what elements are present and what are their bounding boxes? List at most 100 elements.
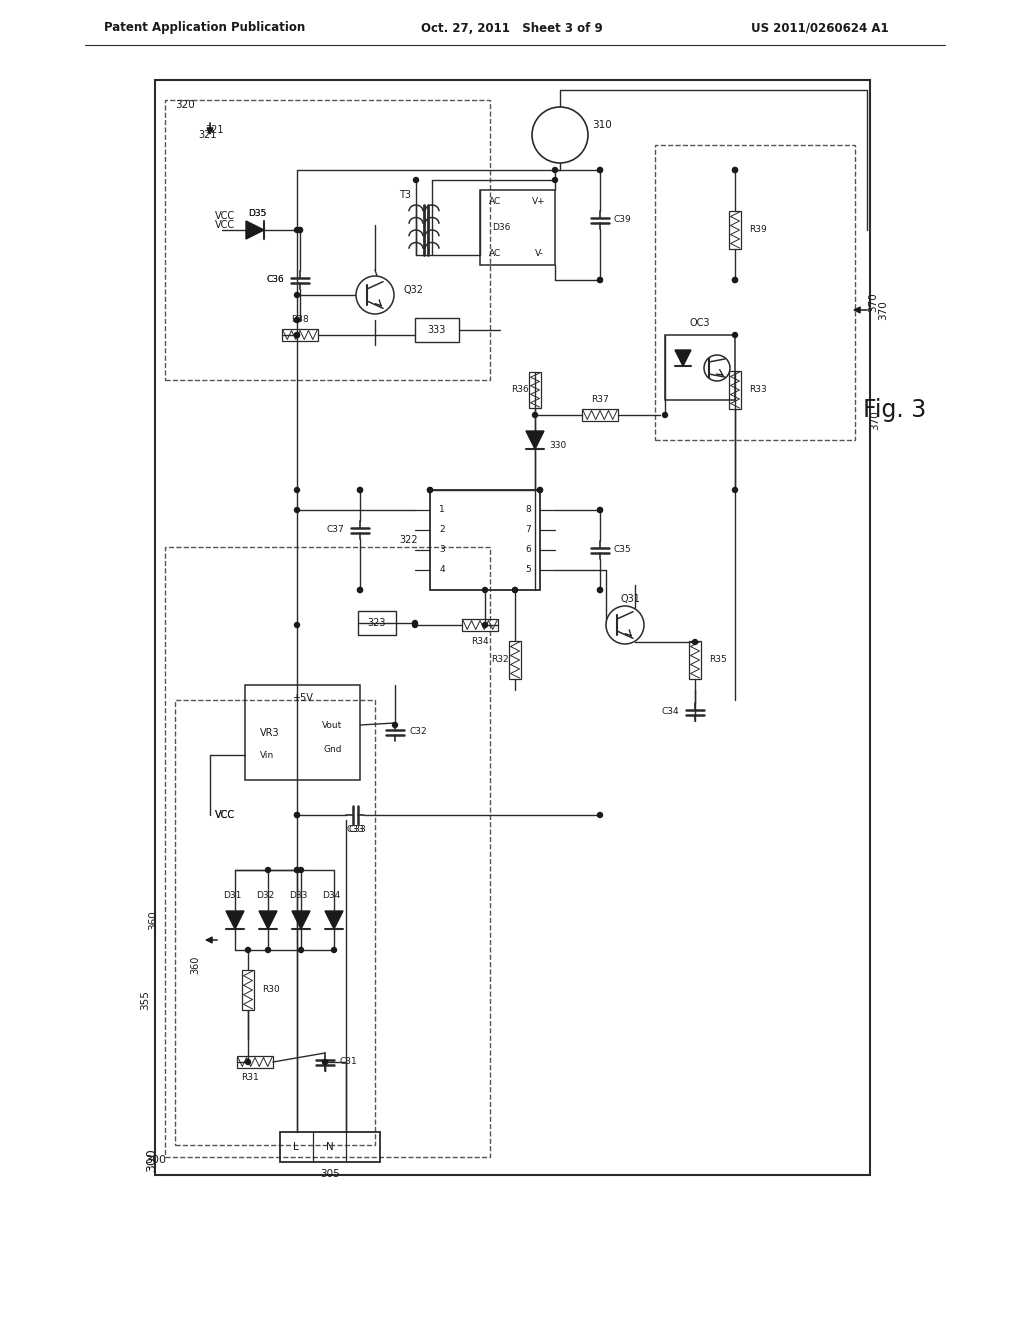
Bar	[655, 145, 855, 440]
Circle shape	[295, 813, 299, 817]
Circle shape	[538, 487, 543, 492]
Bar	[245, 685, 360, 780]
Text: 6: 6	[525, 545, 530, 554]
Circle shape	[597, 587, 602, 593]
Circle shape	[732, 168, 737, 173]
Text: VCC: VCC	[215, 810, 236, 820]
Text: C33: C33	[346, 825, 364, 834]
Text: C36: C36	[266, 276, 284, 285]
Text: Gnd: Gnd	[324, 746, 342, 755]
Bar	[415, 318, 459, 342]
Circle shape	[246, 948, 251, 953]
Polygon shape	[226, 911, 244, 929]
Circle shape	[732, 487, 737, 492]
Text: N: N	[326, 1142, 334, 1152]
Circle shape	[298, 227, 302, 232]
Circle shape	[295, 293, 299, 297]
Text: V-: V-	[535, 248, 544, 257]
Circle shape	[357, 487, 362, 492]
Circle shape	[705, 355, 730, 381]
Circle shape	[482, 623, 487, 627]
Text: 320: 320	[175, 100, 195, 110]
Circle shape	[357, 587, 362, 593]
Text: R34: R34	[471, 636, 488, 645]
Bar	[358, 611, 396, 635]
Text: C32: C32	[409, 727, 427, 737]
Circle shape	[597, 507, 602, 512]
Text: 321: 321	[198, 129, 216, 140]
Text: +5V: +5V	[292, 693, 313, 704]
Bar	[582, 409, 618, 421]
Text: AC: AC	[488, 248, 501, 257]
Bar	[237, 1056, 273, 1068]
Circle shape	[512, 587, 517, 593]
Circle shape	[323, 1060, 328, 1064]
Circle shape	[427, 487, 432, 492]
Bar	[165, 100, 490, 380]
Text: R31: R31	[241, 1073, 259, 1082]
Bar	[689, 642, 701, 678]
Text: R36: R36	[511, 385, 528, 395]
Circle shape	[299, 867, 303, 873]
Circle shape	[295, 333, 299, 338]
Circle shape	[357, 587, 362, 593]
Circle shape	[532, 412, 538, 417]
Text: 323: 323	[368, 618, 386, 628]
Text: Vin: Vin	[260, 751, 274, 759]
Circle shape	[265, 948, 270, 953]
Circle shape	[732, 277, 737, 282]
Bar	[729, 211, 741, 249]
Circle shape	[295, 867, 299, 873]
Text: 4: 4	[439, 565, 444, 574]
Text: C35: C35	[614, 545, 632, 554]
Text: 2: 2	[439, 525, 444, 535]
Text: C39: C39	[614, 215, 632, 224]
Circle shape	[597, 277, 602, 282]
Text: VCC: VCC	[215, 220, 236, 230]
Circle shape	[482, 587, 487, 593]
Circle shape	[427, 487, 432, 492]
Circle shape	[246, 1060, 251, 1064]
Text: R37: R37	[591, 395, 609, 404]
Text: Oct. 27, 2011   Sheet 3 of 9: Oct. 27, 2011 Sheet 3 of 9	[421, 21, 603, 34]
Text: R30: R30	[262, 986, 280, 994]
Circle shape	[597, 587, 602, 593]
Circle shape	[553, 177, 557, 182]
Text: 300: 300	[145, 1155, 166, 1166]
Text: 7: 7	[525, 525, 530, 535]
Bar	[430, 490, 540, 590]
Text: C31: C31	[339, 1057, 356, 1067]
Text: D32: D32	[256, 891, 274, 900]
Circle shape	[692, 639, 697, 644]
Text: 1: 1	[439, 506, 444, 515]
Text: VCC: VCC	[215, 211, 236, 220]
Circle shape	[512, 587, 517, 593]
Polygon shape	[526, 432, 544, 449]
Bar	[155, 81, 870, 1175]
Text: D35: D35	[248, 210, 266, 219]
Text: V+: V+	[532, 198, 546, 206]
Text: R39: R39	[749, 226, 767, 235]
Text: 305: 305	[321, 1170, 340, 1179]
Text: R38: R38	[291, 314, 309, 323]
Circle shape	[295, 318, 299, 322]
Bar	[282, 329, 318, 341]
Text: D31: D31	[223, 891, 242, 900]
Circle shape	[357, 487, 362, 492]
Circle shape	[663, 412, 668, 417]
Text: R35: R35	[709, 656, 727, 664]
Text: D33: D33	[289, 891, 307, 900]
Text: 360: 360	[148, 909, 158, 929]
Circle shape	[414, 177, 419, 182]
Text: Patent Application Publication: Patent Application Publication	[104, 21, 305, 34]
Text: Q31: Q31	[621, 594, 640, 605]
Text: T3: T3	[399, 190, 411, 201]
Text: 370: 370	[870, 411, 880, 430]
Text: 370: 370	[878, 300, 888, 319]
Bar	[242, 970, 254, 1010]
Text: Q32: Q32	[403, 285, 423, 294]
Circle shape	[295, 227, 299, 232]
Circle shape	[597, 507, 602, 512]
Polygon shape	[259, 911, 278, 929]
Text: 370: 370	[868, 292, 878, 312]
